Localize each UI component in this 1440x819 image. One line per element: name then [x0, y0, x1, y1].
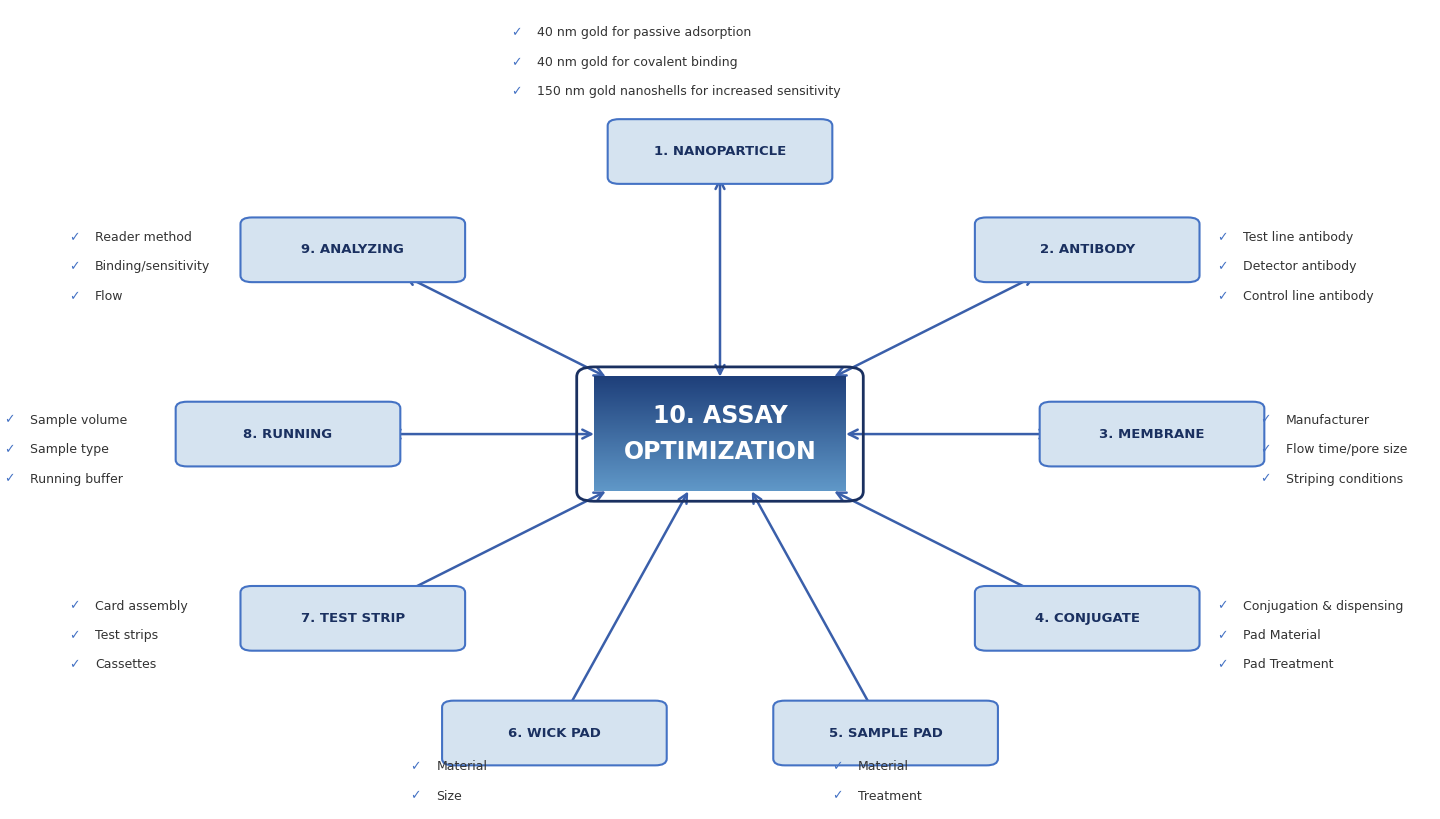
Text: 40 nm gold for covalent binding: 40 nm gold for covalent binding: [537, 56, 737, 69]
Text: Pad Treatment: Pad Treatment: [1243, 658, 1333, 672]
Text: ✓: ✓: [1217, 600, 1227, 613]
Text: 9. ANALYZING: 9. ANALYZING: [301, 243, 405, 256]
Text: ✓: ✓: [69, 290, 79, 303]
Text: ✓: ✓: [511, 26, 521, 39]
Text: Test line antibody: Test line antibody: [1243, 231, 1354, 244]
Text: ✓: ✓: [69, 260, 79, 274]
Text: ✓: ✓: [832, 760, 842, 773]
FancyBboxPatch shape: [608, 120, 832, 184]
Text: 1. NANOPARTICLE: 1. NANOPARTICLE: [654, 145, 786, 158]
Text: OPTIMIZATION: OPTIMIZATION: [624, 440, 816, 464]
FancyBboxPatch shape: [1040, 402, 1264, 467]
Text: ✓: ✓: [4, 414, 14, 427]
Text: Material: Material: [436, 760, 487, 773]
FancyBboxPatch shape: [442, 700, 667, 765]
Text: ✓: ✓: [511, 85, 521, 98]
FancyBboxPatch shape: [975, 218, 1200, 282]
FancyBboxPatch shape: [773, 700, 998, 765]
Text: 4. CONJUGATE: 4. CONJUGATE: [1035, 612, 1139, 625]
Text: 3. MEMBRANE: 3. MEMBRANE: [1099, 428, 1205, 441]
Text: 5. SAMPLE PAD: 5. SAMPLE PAD: [828, 726, 943, 740]
Text: Material: Material: [858, 760, 909, 773]
Text: Test strips: Test strips: [95, 629, 158, 642]
FancyBboxPatch shape: [975, 586, 1200, 650]
Text: 7. TEST STRIP: 7. TEST STRIP: [301, 612, 405, 625]
Text: ✓: ✓: [69, 231, 79, 244]
Text: Treatment: Treatment: [858, 790, 922, 803]
Text: ✓: ✓: [1260, 473, 1270, 486]
Text: ✓: ✓: [1217, 260, 1227, 274]
Text: Binding/sensitivity: Binding/sensitivity: [95, 260, 210, 274]
Text: Pad Material: Pad Material: [1243, 629, 1320, 642]
Text: Sample volume: Sample volume: [30, 414, 128, 427]
Text: 150 nm gold nanoshells for increased sensitivity: 150 nm gold nanoshells for increased sen…: [537, 85, 841, 98]
Text: Card assembly: Card assembly: [95, 600, 187, 613]
FancyBboxPatch shape: [240, 218, 465, 282]
Text: 2. ANTIBODY: 2. ANTIBODY: [1040, 243, 1135, 256]
Text: ✓: ✓: [1260, 443, 1270, 456]
Text: Cassettes: Cassettes: [95, 658, 157, 672]
Text: Flow: Flow: [95, 290, 124, 303]
Text: 8. RUNNING: 8. RUNNING: [243, 428, 333, 441]
Text: Manufacturer: Manufacturer: [1286, 414, 1369, 427]
Text: ✓: ✓: [1260, 414, 1270, 427]
Text: ✓: ✓: [1217, 629, 1227, 642]
Text: Detector antibody: Detector antibody: [1243, 260, 1356, 274]
FancyBboxPatch shape: [176, 402, 400, 467]
Text: 40 nm gold for passive adsorption: 40 nm gold for passive adsorption: [537, 26, 752, 39]
Text: ✓: ✓: [410, 760, 420, 773]
Text: Reader method: Reader method: [95, 231, 192, 244]
Text: ✓: ✓: [69, 658, 79, 672]
Text: 10. ASSAY: 10. ASSAY: [652, 404, 788, 428]
Text: Size: Size: [436, 790, 462, 803]
Text: ✓: ✓: [4, 473, 14, 486]
Text: ✓: ✓: [4, 443, 14, 456]
Text: Sample type: Sample type: [30, 443, 109, 456]
Text: ✓: ✓: [1217, 231, 1227, 244]
Text: ✓: ✓: [69, 629, 79, 642]
Text: Control line antibody: Control line antibody: [1243, 290, 1374, 303]
Text: ✓: ✓: [1217, 658, 1227, 672]
FancyBboxPatch shape: [240, 586, 465, 650]
Text: ✓: ✓: [832, 790, 842, 803]
Text: ✓: ✓: [511, 56, 521, 69]
Text: ✓: ✓: [1217, 290, 1227, 303]
Text: ✓: ✓: [410, 790, 420, 803]
Text: Conjugation & dispensing: Conjugation & dispensing: [1243, 600, 1403, 613]
Text: Flow time/pore size: Flow time/pore size: [1286, 443, 1407, 456]
Text: ✓: ✓: [69, 600, 79, 613]
Text: Striping conditions: Striping conditions: [1286, 473, 1403, 486]
Text: Running buffer: Running buffer: [30, 473, 122, 486]
Text: 6. WICK PAD: 6. WICK PAD: [508, 726, 600, 740]
